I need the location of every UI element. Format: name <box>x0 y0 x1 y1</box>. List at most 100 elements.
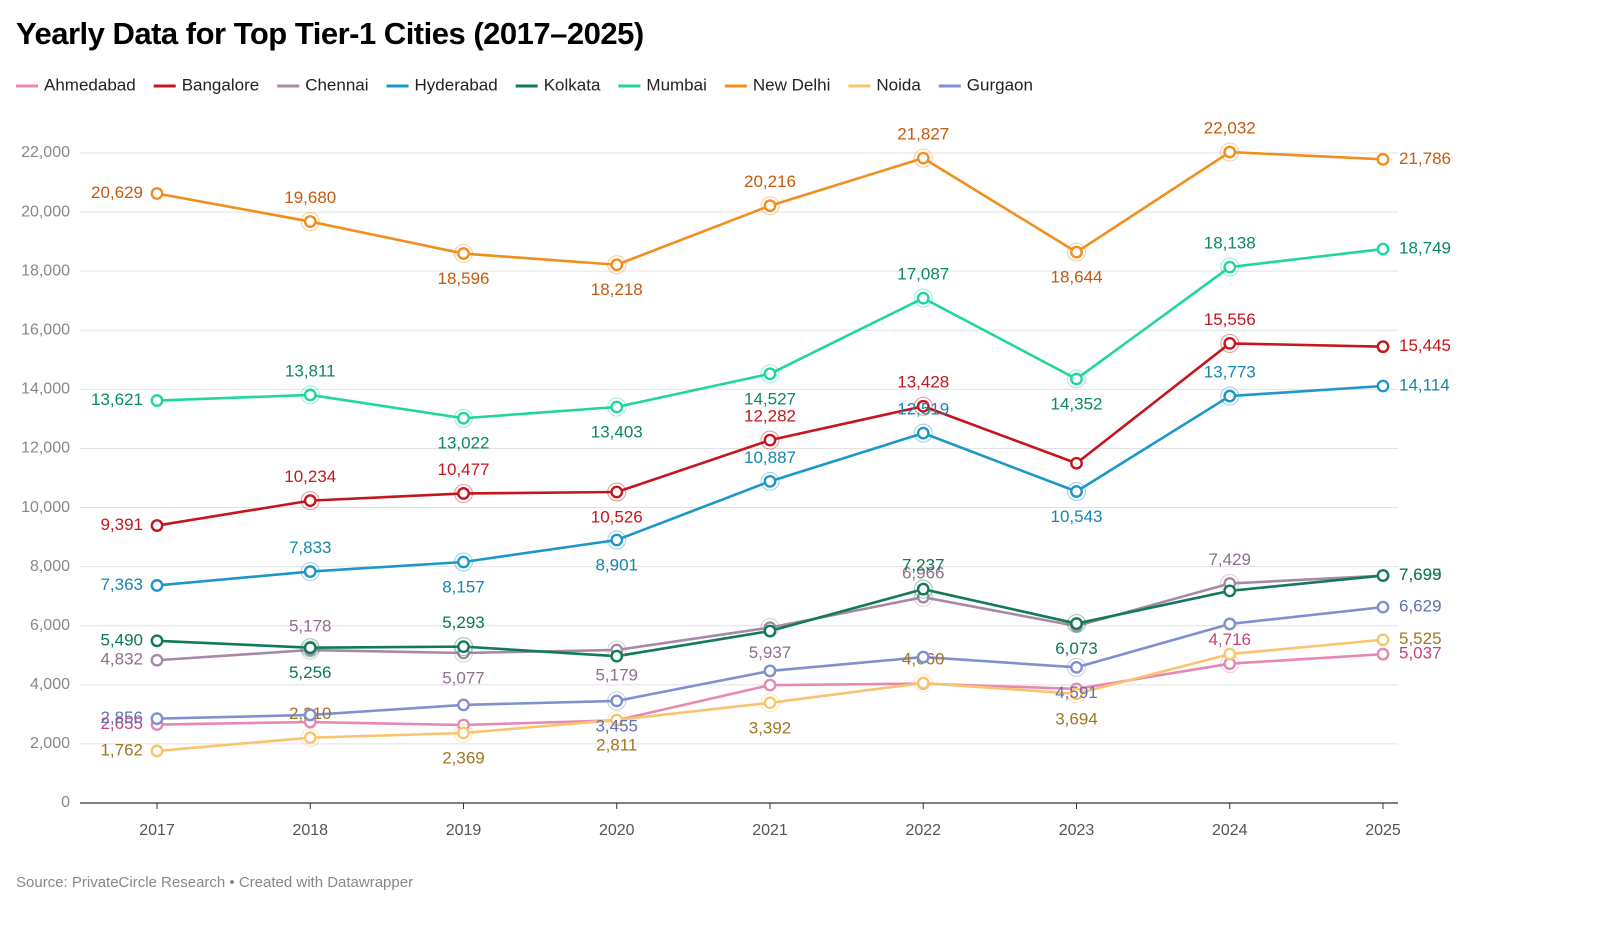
x-tick-label: 2021 <box>752 822 788 839</box>
y-tick-label: 8,000 <box>30 558 70 575</box>
data-label: 20,216 <box>744 172 796 191</box>
data-label: 4,832 <box>100 650 143 669</box>
point-halo <box>913 673 933 693</box>
data-point <box>763 664 777 678</box>
point-halo <box>454 408 473 428</box>
data-label: 10,234 <box>284 467 336 486</box>
data-point <box>916 399 930 413</box>
data-point <box>1223 336 1237 350</box>
point-halo <box>760 196 780 216</box>
point-halo <box>300 212 320 232</box>
data-label: 7,363 <box>100 575 143 594</box>
data-point <box>150 579 164 592</box>
source-note: Source: PrivateCircle Research • Created… <box>16 874 413 891</box>
data-label: 14,527 <box>744 389 796 408</box>
data-label: 2,655 <box>100 714 143 733</box>
data-point <box>1070 660 1083 674</box>
data-point <box>1376 379 1390 393</box>
data-label: 18,596 <box>438 269 490 288</box>
data-point <box>1070 485 1083 498</box>
point-halo <box>1220 257 1240 277</box>
point-halo <box>454 637 473 657</box>
data-point <box>457 726 470 740</box>
legend-label: Hyderabad <box>415 75 498 94</box>
x-tick-label: 2025 <box>1365 822 1401 839</box>
data-label: 12,282 <box>744 407 796 426</box>
data-point <box>303 494 317 508</box>
data-label: 21,786 <box>1399 149 1451 168</box>
point-halo <box>300 640 320 660</box>
data-label: 14,114 <box>1399 375 1450 394</box>
data-label: 6,073 <box>1055 639 1098 658</box>
point-halo <box>300 385 320 405</box>
point-halo <box>1067 482 1086 502</box>
data-label: 18,138 <box>1204 234 1256 253</box>
legend-label: New Delhi <box>753 75 830 94</box>
data-label: 13,428 <box>897 373 949 392</box>
point-halo <box>1067 614 1086 634</box>
data-point <box>150 634 164 648</box>
data-label: 8,157 <box>442 577 485 596</box>
data-label: 13,621 <box>91 390 143 409</box>
data-label: 4,716 <box>1208 630 1251 649</box>
data-label: 8,901 <box>595 556 638 575</box>
data-label: 6,966 <box>902 564 945 583</box>
y-tick-label: 4,000 <box>30 676 70 693</box>
data-label: 5,037 <box>1399 644 1442 663</box>
point-halo <box>1067 657 1086 677</box>
x-tick-label: 2019 <box>446 822 482 839</box>
data-label: 2,856 <box>100 708 143 727</box>
data-label: 3,392 <box>749 718 792 737</box>
data-point <box>1376 340 1390 354</box>
data-point <box>916 676 930 690</box>
data-label: 21,827 <box>897 125 949 144</box>
data-point <box>1376 569 1390 582</box>
data-point <box>763 474 777 488</box>
legend-label: Chennai <box>305 75 368 94</box>
data-label: 15,556 <box>1204 310 1256 329</box>
data-point <box>1376 152 1390 166</box>
y-tick-label: 20,000 <box>21 203 70 220</box>
data-label: 19,680 <box>284 188 336 207</box>
y-tick-label: 18,000 <box>21 262 70 279</box>
data-point <box>1223 647 1237 661</box>
x-tick-label: 2023 <box>1059 822 1095 839</box>
data-point <box>457 247 470 260</box>
data-point <box>1070 372 1083 386</box>
point-halo <box>454 244 473 264</box>
legend-label: Bangalore <box>182 75 260 94</box>
data-label: 7,699 <box>1399 565 1442 584</box>
point-halo <box>300 491 320 511</box>
data-point <box>150 394 164 407</box>
data-label: 15,445 <box>1399 336 1451 355</box>
data-point <box>610 485 624 499</box>
point-halo <box>454 552 473 572</box>
data-label: 7,429 <box>1208 550 1251 569</box>
data-point <box>763 624 777 638</box>
data-label: 5,525 <box>1399 629 1442 648</box>
data-point <box>303 708 317 722</box>
point-halo <box>1067 369 1086 389</box>
point-halo <box>760 364 780 384</box>
data-point <box>610 258 624 272</box>
point-halo <box>913 288 933 308</box>
data-point <box>1070 687 1083 701</box>
x-tick-label: 2022 <box>905 822 941 839</box>
data-point <box>1223 617 1237 631</box>
point-halo <box>1220 386 1240 406</box>
point-halo <box>760 430 780 450</box>
y-tick-label: 12,000 <box>21 440 70 457</box>
data-label: 13,403 <box>591 422 643 441</box>
point-halo <box>454 723 473 743</box>
point-halo <box>913 579 933 599</box>
point-halo <box>300 728 320 748</box>
data-label: 5,077 <box>442 668 485 687</box>
x-tick-label: 2018 <box>292 822 328 839</box>
data-point <box>763 367 777 381</box>
point-halo <box>1067 684 1086 704</box>
data-point <box>610 713 624 727</box>
data-point <box>610 694 624 708</box>
data-point <box>303 388 317 402</box>
data-point <box>457 698 470 712</box>
data-point <box>457 487 470 500</box>
